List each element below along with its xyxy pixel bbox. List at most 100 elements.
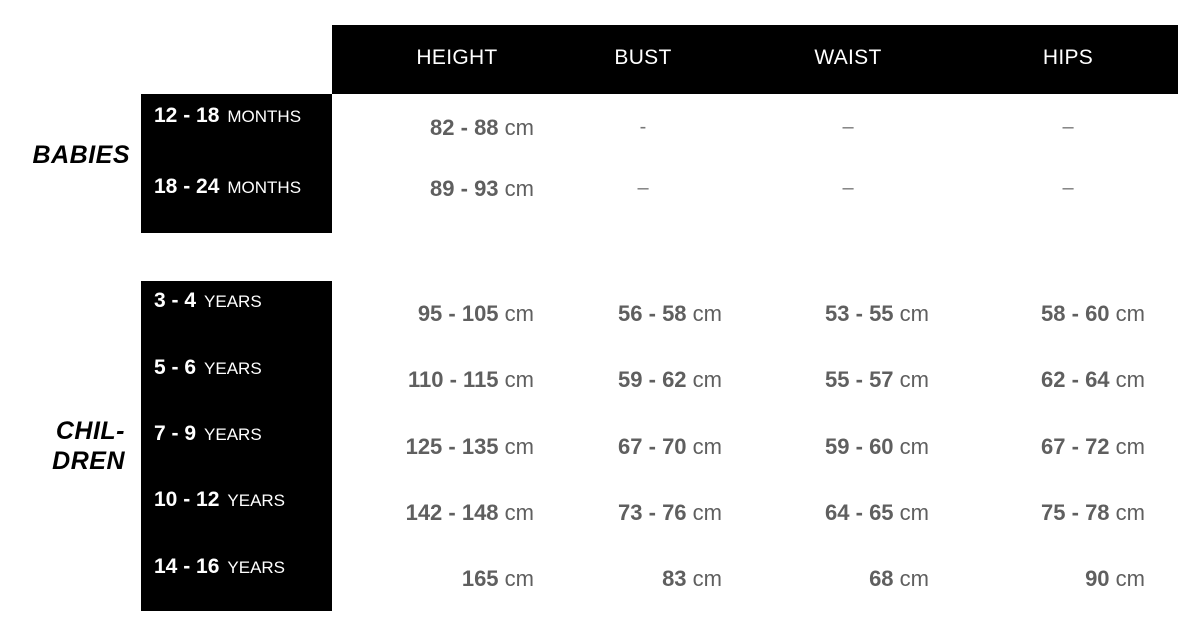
waist-empty-value: – bbox=[842, 177, 854, 199]
hips-unit: cm bbox=[1115, 301, 1145, 326]
height-unit: cm bbox=[504, 566, 534, 591]
children-age-box bbox=[141, 281, 332, 611]
age-label: 3 - 4 YEARS bbox=[154, 289, 262, 313]
babies-age-box bbox=[141, 94, 332, 233]
bust-unit: cm bbox=[692, 434, 722, 459]
waist-unit: cm bbox=[899, 566, 929, 591]
header-bar bbox=[332, 25, 1178, 94]
height-number: 165 bbox=[461, 566, 499, 591]
age-range: 14 - 16 bbox=[154, 555, 220, 578]
bust-unit: cm bbox=[692, 566, 722, 591]
bust-value: 59 - 62 cm bbox=[522, 367, 722, 393]
group-label-children-line2: DREN bbox=[52, 447, 125, 475]
age-label: 18 - 24 MONTHS bbox=[154, 175, 301, 199]
waist-value: 59 - 60 cm bbox=[729, 434, 929, 460]
height-unit: cm bbox=[504, 500, 534, 525]
bust-number: 59 - 62 bbox=[618, 367, 687, 392]
group-label-babies: BABIES bbox=[32, 141, 130, 169]
bust-unit: cm bbox=[692, 500, 722, 525]
age-unit: MONTHS bbox=[227, 178, 302, 197]
column-header-hips: HIPS bbox=[1042, 46, 1094, 69]
waist-unit: cm bbox=[899, 500, 929, 525]
height-unit: cm bbox=[504, 434, 534, 459]
age-label: 7 - 9 YEARS bbox=[154, 422, 262, 446]
height-unit: cm bbox=[504, 301, 534, 326]
hips-value: 62 - 64 cm bbox=[945, 367, 1145, 393]
hips-value: 75 - 78 cm bbox=[945, 500, 1145, 526]
bust-unit: cm bbox=[692, 367, 722, 392]
hips-unit: cm bbox=[1115, 566, 1145, 591]
height-number: 142 - 148 bbox=[405, 500, 499, 525]
age-label: 14 - 16 YEARS bbox=[154, 555, 285, 579]
waist-unit: cm bbox=[899, 301, 929, 326]
age-range: 3 - 4 bbox=[154, 289, 197, 312]
height-value: 165 cm bbox=[334, 566, 534, 592]
waist-number: 68 bbox=[869, 566, 894, 591]
hips-value: 58 - 60 cm bbox=[945, 301, 1145, 327]
hips-number: 75 - 78 bbox=[1041, 500, 1110, 525]
waist-number: 55 - 57 bbox=[825, 367, 894, 392]
bust-unit: cm bbox=[692, 301, 722, 326]
hips-number: 62 - 64 bbox=[1041, 367, 1110, 392]
height-unit: cm bbox=[504, 176, 534, 201]
age-unit: YEARS bbox=[227, 558, 286, 577]
age-label: 5 - 6 YEARS bbox=[154, 356, 262, 380]
age-unit: MONTHS bbox=[227, 107, 302, 126]
hips-unit: cm bbox=[1115, 500, 1145, 525]
waist-number: 59 - 60 bbox=[825, 434, 894, 459]
hips-value: 67 - 72 cm bbox=[945, 434, 1145, 460]
bust-number: 83 bbox=[662, 566, 687, 591]
height-value: 125 - 135 cm bbox=[334, 434, 534, 460]
height-number: 82 - 88 bbox=[430, 115, 499, 140]
column-header-bust: BUST bbox=[614, 46, 672, 69]
age-unit: YEARS bbox=[204, 292, 262, 311]
height-unit: cm bbox=[504, 115, 534, 140]
bust-value: 83 cm bbox=[522, 566, 722, 592]
waist-unit: cm bbox=[899, 434, 929, 459]
hips-unit: cm bbox=[1115, 434, 1145, 459]
bust-empty-value: – bbox=[637, 177, 649, 199]
hips-empty-value: – bbox=[1062, 116, 1074, 138]
age-label: 12 - 18 MONTHS bbox=[154, 104, 301, 128]
height-unit: cm bbox=[504, 367, 534, 392]
height-value: 82 - 88 cm bbox=[334, 115, 534, 141]
height-number: 95 - 105 bbox=[417, 301, 499, 326]
bust-value: 73 - 76 cm bbox=[522, 500, 722, 526]
height-number: 125 - 135 bbox=[405, 434, 499, 459]
waist-unit: cm bbox=[899, 367, 929, 392]
bust-number: 73 - 76 bbox=[618, 500, 687, 525]
hips-number: 58 - 60 bbox=[1041, 301, 1110, 326]
height-value: 110 - 115 cm bbox=[334, 367, 534, 393]
height-value: 95 - 105 cm bbox=[334, 301, 534, 327]
waist-number: 53 - 55 bbox=[825, 301, 894, 326]
waist-value: 64 - 65 cm bbox=[729, 500, 929, 526]
hips-number: 90 bbox=[1085, 566, 1110, 591]
waist-value: 68 cm bbox=[729, 566, 929, 592]
age-unit: YEARS bbox=[204, 359, 262, 378]
age-range: 18 - 24 bbox=[154, 175, 220, 198]
waist-value: 53 - 55 cm bbox=[729, 301, 929, 327]
age-range: 10 - 12 bbox=[154, 488, 220, 511]
age-range: 12 - 18 bbox=[154, 104, 220, 127]
hips-unit: cm bbox=[1115, 367, 1145, 392]
age-unit: YEARS bbox=[204, 425, 262, 444]
height-number: 110 - 115 bbox=[408, 367, 499, 392]
bust-value: 56 - 58 cm bbox=[522, 301, 722, 327]
bust-number: 67 - 70 bbox=[618, 434, 687, 459]
age-unit: YEARS bbox=[227, 491, 286, 510]
height-number: 89 - 93 bbox=[430, 176, 499, 201]
age-label: 10 - 12 YEARS bbox=[154, 488, 285, 512]
column-header-waist: WAIST bbox=[814, 46, 882, 69]
group-label-children: CHIL- DREN bbox=[10, 416, 125, 476]
group-label-children-line1: CHIL- bbox=[55, 417, 125, 445]
height-value: 142 - 148 cm bbox=[334, 500, 534, 526]
bust-empty-value: - bbox=[639, 116, 647, 138]
height-value: 89 - 93 cm bbox=[334, 176, 534, 202]
column-header-height: HEIGHT bbox=[416, 46, 498, 69]
bust-value: 67 - 70 cm bbox=[522, 434, 722, 460]
age-range: 5 - 6 bbox=[154, 356, 197, 379]
hips-value: 90 cm bbox=[945, 566, 1145, 592]
hips-number: 67 - 72 bbox=[1041, 434, 1110, 459]
hips-empty-value: – bbox=[1062, 177, 1074, 199]
waist-empty-value: – bbox=[842, 116, 854, 138]
